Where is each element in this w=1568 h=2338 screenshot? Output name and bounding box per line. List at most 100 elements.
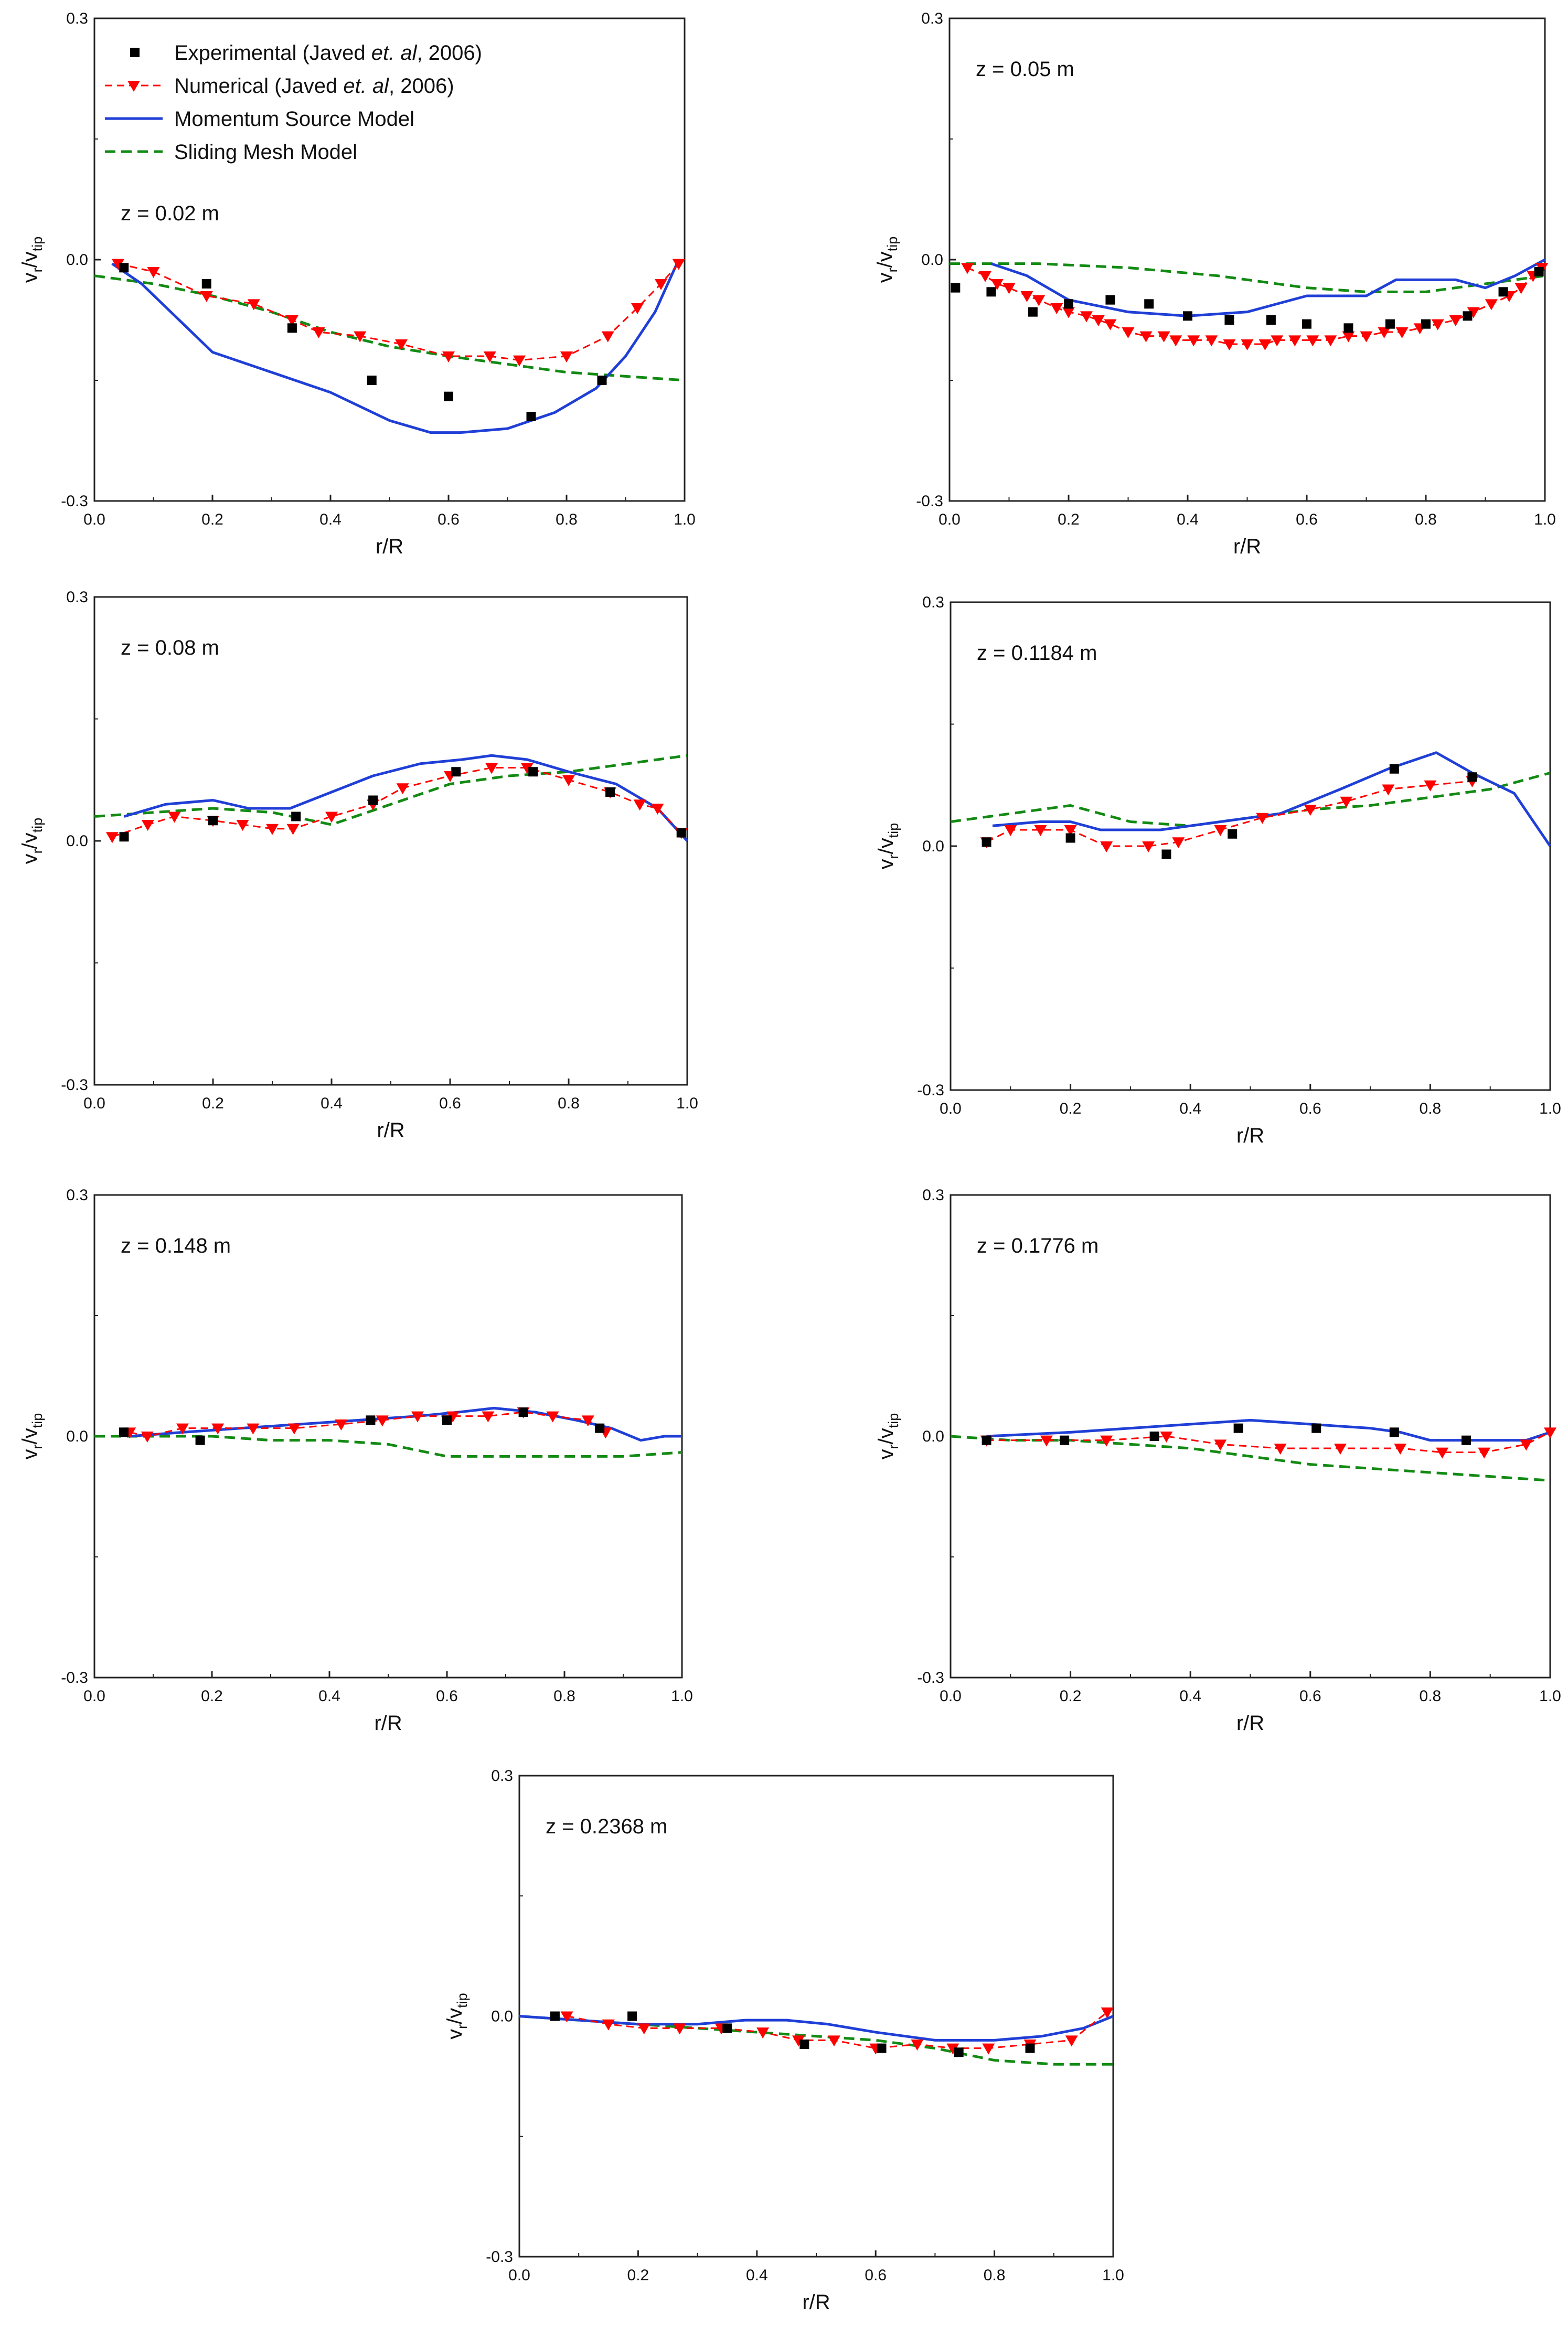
numerical-marker: [1342, 331, 1355, 343]
numerical-marker: [1424, 780, 1437, 792]
numerical-marker: [446, 1411, 460, 1423]
numerical-line: [118, 263, 679, 361]
x-tick-label: 0.4: [1177, 511, 1199, 528]
series-momentum: [111, 259, 680, 434]
experimental-marker: [1060, 1435, 1070, 1445]
numerical-marker: [1395, 327, 1409, 338]
x-tick-label: 0.6: [865, 2267, 887, 2284]
numerical-marker: [562, 775, 575, 786]
experimental-marker: [1385, 319, 1395, 329]
numerical-marker: [247, 1423, 260, 1435]
numerical-marker: [1002, 283, 1016, 294]
legend: Experimental (Javed et. al, 2006) Numeric…: [105, 41, 482, 164]
plot-frame: [950, 1194, 1551, 1679]
experimental-marker: [1183, 311, 1192, 321]
experimental-marker: [605, 787, 615, 797]
numerical-marker: [1256, 813, 1269, 824]
x-tick-label: 0.6: [1296, 511, 1318, 528]
series-sliding: [950, 772, 1551, 827]
x-tick-label: 0.2: [1060, 1688, 1082, 1705]
y-axis-title: vr/vtip: [18, 1413, 45, 1460]
numerical-marker: [651, 804, 664, 815]
x-tick-label: 0.2: [627, 2267, 649, 2284]
experimental-marker: [1105, 295, 1115, 305]
numerical-marker: [1172, 837, 1185, 849]
experimental-marker: [287, 323, 297, 333]
numerical-marker: [1065, 2035, 1078, 2047]
momentum-source-line: [986, 1418, 1551, 1442]
x-axis-title: r/R: [1236, 1712, 1264, 1735]
numerical-marker: [247, 299, 260, 311]
experimental-marker: [201, 279, 211, 289]
numerical-marker: [176, 1423, 189, 1435]
experimental-marker: [1025, 2043, 1035, 2053]
numerical-marker: [1431, 319, 1444, 330]
numerical-marker: [1139, 331, 1153, 343]
numerical-marker: [1157, 331, 1170, 343]
series-numerical: [123, 1407, 612, 1443]
experimental-marker: [1064, 299, 1073, 309]
experimental-marker: [877, 2043, 887, 2053]
numerical-marker: [520, 763, 534, 774]
series-experimental: [119, 263, 607, 421]
numerical-marker: [1334, 1444, 1347, 1455]
series-momentum: [986, 1418, 1551, 1442]
numerical-marker: [637, 2023, 650, 2035]
numerical-marker: [442, 351, 455, 362]
x-tick-label: 0.6: [438, 511, 460, 528]
experimental-marker: [1389, 764, 1399, 774]
y-tick-label: -0.3: [61, 1669, 88, 1686]
numerical-marker: [168, 812, 181, 823]
momentum-source-line: [111, 259, 680, 434]
chart-panel-4: 0.0 0.2 0.4 0.6 0.8 1.0-0.30.00.3r/Rvr/vtipz …: [874, 594, 1561, 1147]
z-position-label: z = 0.02 m: [121, 202, 219, 225]
numerical-marker: [602, 2019, 615, 2031]
x-tick-label: 1.0: [674, 511, 696, 528]
numerical-marker: [601, 331, 614, 343]
x-axis-title: r/R: [374, 1712, 402, 1735]
z-position-label: z = 0.148 m: [121, 1234, 231, 1257]
series-momentum: [519, 2015, 1114, 2042]
numerical-marker: [1223, 339, 1236, 350]
numerical-marker: [396, 783, 409, 795]
legend-item-numerical: Numerical (Javed et. al, 2006): [105, 74, 454, 98]
experimental-marker: [597, 376, 607, 385]
numerical-marker: [1205, 335, 1218, 347]
y-axis-title: vr/vtip: [873, 237, 900, 283]
experimental-marker: [1065, 833, 1075, 843]
numerical-marker: [1340, 796, 1353, 808]
momentum-source-line: [519, 2015, 1114, 2042]
plot-frame: [518, 1775, 1114, 2258]
numerical-marker: [1169, 335, 1182, 347]
numerical-marker: [1467, 307, 1480, 318]
x-axis-title: r/R: [1236, 1124, 1264, 1147]
experimental-marker: [291, 812, 301, 821]
sliding-mesh-line: [950, 1435, 1551, 1482]
series-sliding: [950, 1435, 1551, 1482]
experimental-marker: [1463, 311, 1473, 321]
numerical-line: [986, 780, 1473, 847]
x-tick-label: 1.0: [1539, 1688, 1561, 1705]
y-tick-label: 0.0: [922, 1428, 944, 1445]
numerical-marker: [325, 812, 338, 823]
numerical-marker: [1304, 805, 1317, 816]
numerical-line: [112, 767, 682, 838]
series-sliding: [94, 1435, 682, 1458]
y-axis-title: vr/vtip: [443, 1993, 470, 2040]
y-tick-label: -0.3: [61, 493, 88, 510]
series-experimental: [982, 764, 1477, 859]
numerical-marker: [141, 1432, 154, 1443]
legend-label: Numerical (Javed et. al, 2006): [174, 74, 454, 98]
experimental-marker: [119, 832, 129, 842]
x-tick-label: 0.2: [1058, 511, 1080, 528]
legend-experimental-marker: [130, 48, 140, 57]
legend-item-momentum: Momentum Source Model: [105, 108, 414, 131]
experimental-marker: [799, 2039, 809, 2049]
x-axis-title: r/R: [802, 2291, 830, 2314]
chart-panel-1: 0.0 0.2 0.4 0.6 0.8 1.0-0.30.00.3r/Rvr/vtipz …: [18, 10, 696, 558]
x-tick-label: 1.0: [676, 1095, 698, 1112]
numerical-marker: [1020, 291, 1033, 302]
numerical-marker: [1160, 1432, 1173, 1443]
numerical-marker: [1449, 315, 1462, 326]
numerical-marker: [827, 2035, 840, 2047]
